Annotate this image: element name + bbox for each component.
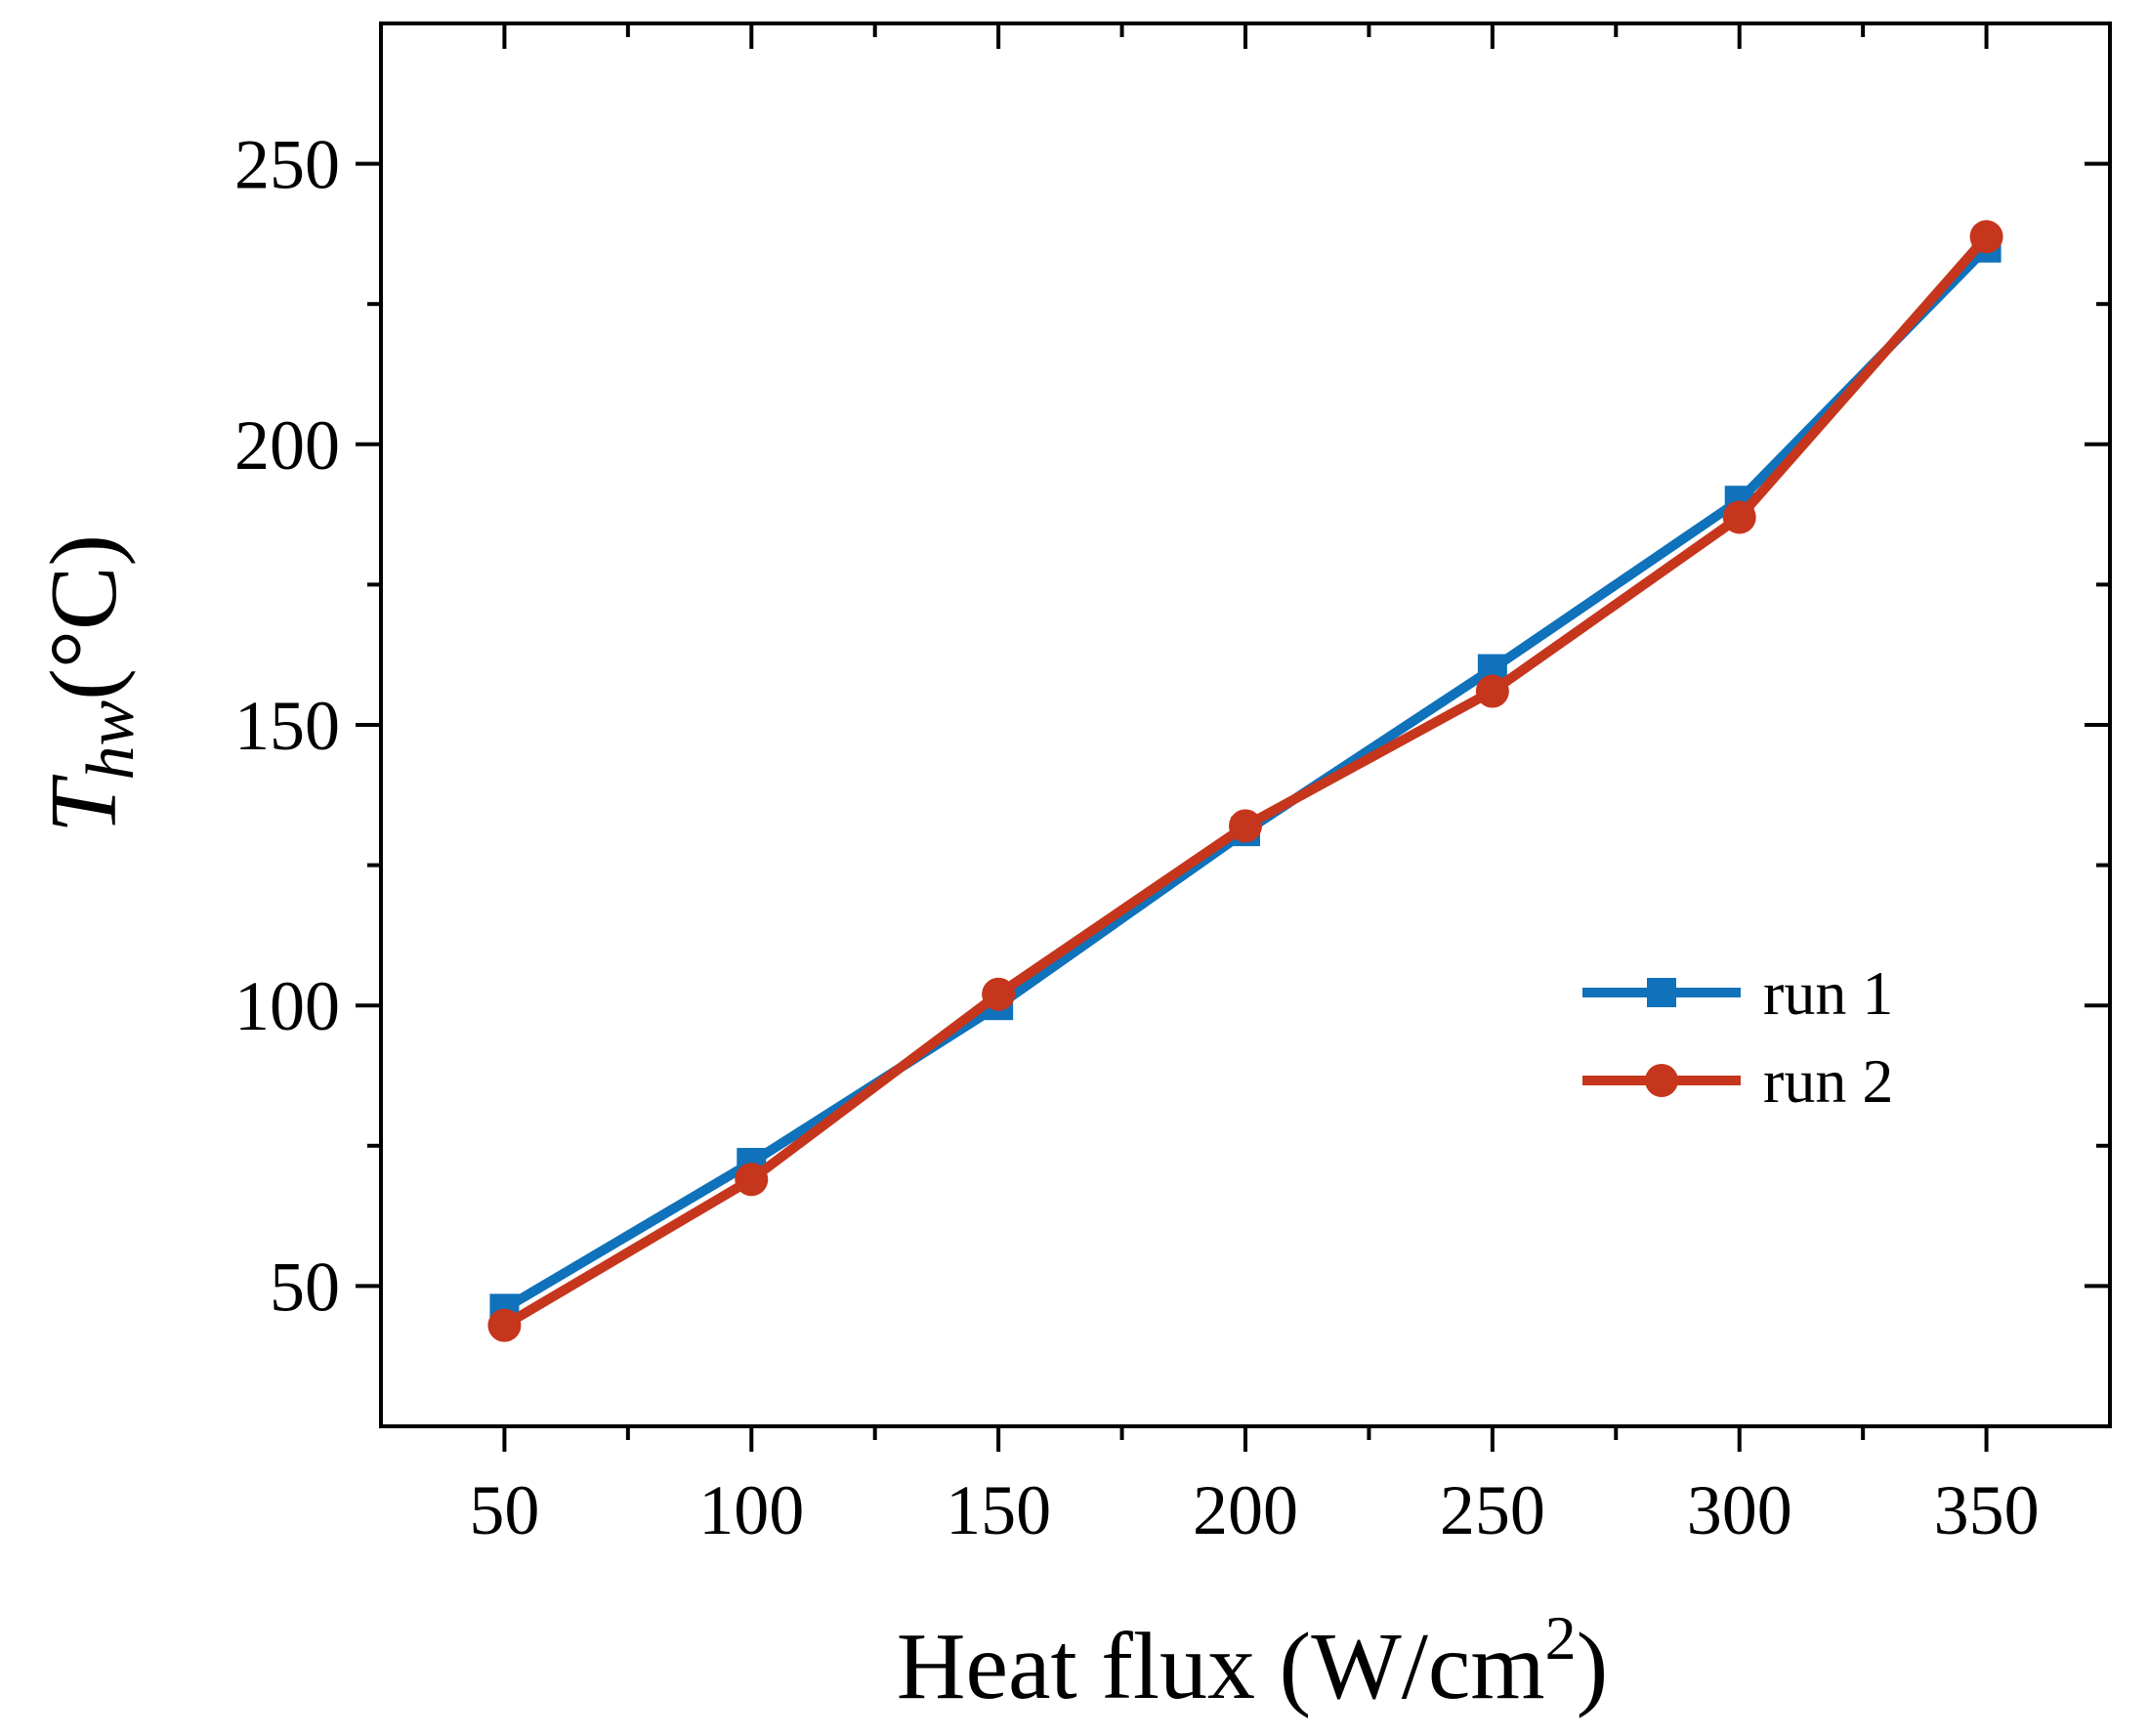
labels-layer: 50 100 150 200 250 300 350 50 100 150 200 250 xyxy=(234,126,2040,1549)
legend-label-run-2: run 2 xyxy=(1763,1046,1893,1116)
series-layer xyxy=(487,220,2003,1342)
y-tick-label: 50 xyxy=(270,1248,340,1326)
x-tick-label: 300 xyxy=(1687,1471,1792,1549)
x-axis-title: Heat flux (W/cm2) xyxy=(897,1603,1609,1719)
data-point-run-2 xyxy=(735,1163,769,1197)
x-tick-label: 250 xyxy=(1440,1471,1545,1549)
ticks-layer xyxy=(356,23,2110,1452)
x-tick-label: 150 xyxy=(946,1471,1051,1549)
data-point-run-2 xyxy=(1969,220,2003,254)
data-point-run-2 xyxy=(1722,500,1756,534)
legend-marker-run-1 xyxy=(1647,978,1676,1007)
legend-marker-run-2 xyxy=(1645,1064,1678,1097)
data-point-run-2 xyxy=(487,1308,522,1342)
legend-label-run-1: run 1 xyxy=(1763,958,1893,1028)
legend: run 1 run 2 xyxy=(1582,958,1893,1116)
y-tick-label: 100 xyxy=(234,967,340,1045)
data-point-run-2 xyxy=(1475,674,1509,708)
x-tick-label: 350 xyxy=(1934,1471,2040,1549)
y-axis-title-subscript: hw xyxy=(73,700,148,781)
y-tick-label: 250 xyxy=(234,126,340,204)
plot-frame xyxy=(379,21,2112,1428)
x-tick-label: 100 xyxy=(698,1471,804,1549)
x-tick-label: 200 xyxy=(1193,1471,1298,1549)
data-point-run-2 xyxy=(1229,809,1262,843)
series-line-run-2 xyxy=(501,233,1991,1330)
x-axis-title-superscript: 2 xyxy=(1545,1603,1577,1672)
series-line-run-1 xyxy=(501,244,1991,1313)
data-point-run-2 xyxy=(982,977,1016,1011)
x-tick-label: 50 xyxy=(469,1471,539,1549)
y-axis-title: Thw(°C) xyxy=(31,534,148,833)
y-tick-label: 200 xyxy=(234,406,340,485)
y-tick-label: 150 xyxy=(234,687,340,765)
